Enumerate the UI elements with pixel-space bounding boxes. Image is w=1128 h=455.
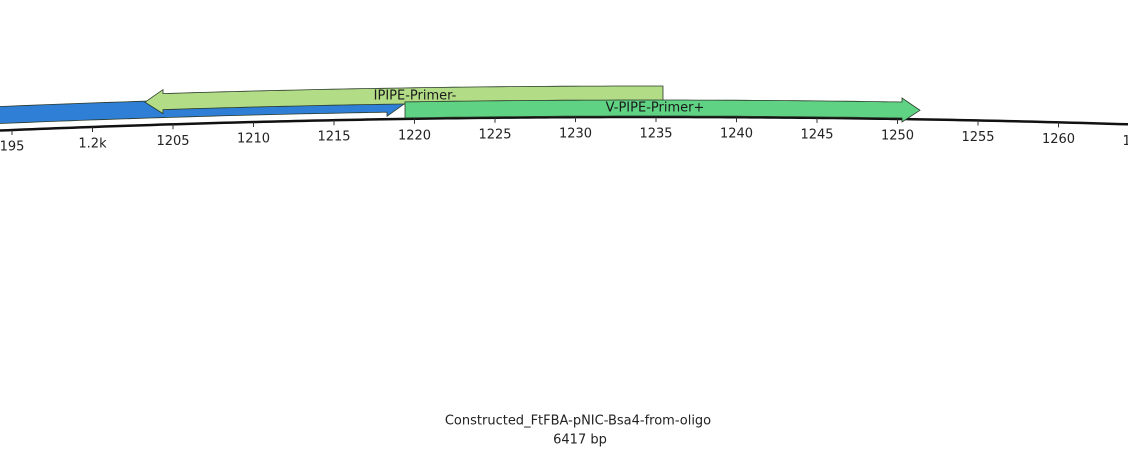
tick-label: 1215 xyxy=(317,130,350,145)
tick-label: 1245 xyxy=(800,127,833,142)
tick-label: 1.2k xyxy=(78,136,107,151)
tick-label: 1250 xyxy=(881,128,914,143)
tick-label: 1220 xyxy=(398,128,431,143)
tick-label: 1235 xyxy=(639,127,672,142)
feature-arrow xyxy=(144,85,664,115)
map-length: 6417 bp xyxy=(553,433,607,448)
tick-label: 1210 xyxy=(237,132,270,147)
feature-label: V-PIPE-Primer+ xyxy=(606,101,705,116)
tick-label: 1265 xyxy=(1122,134,1128,149)
backbone xyxy=(0,115,1128,132)
tick-label: 1230 xyxy=(559,127,592,142)
tick-label: 1255 xyxy=(961,130,994,145)
tick-label: 195 xyxy=(0,140,24,155)
map-title: Constructed_FtFBA-pNIC-Bsa4-from-oligo xyxy=(445,414,711,429)
tick-label: 1205 xyxy=(156,134,189,149)
feature-arrow xyxy=(404,97,921,123)
feature-label: IPIPE-Primer- xyxy=(374,88,457,103)
tick-label: 1225 xyxy=(478,127,511,142)
tick-label: 1260 xyxy=(1042,132,1075,147)
tick-label: 1240 xyxy=(720,127,753,142)
